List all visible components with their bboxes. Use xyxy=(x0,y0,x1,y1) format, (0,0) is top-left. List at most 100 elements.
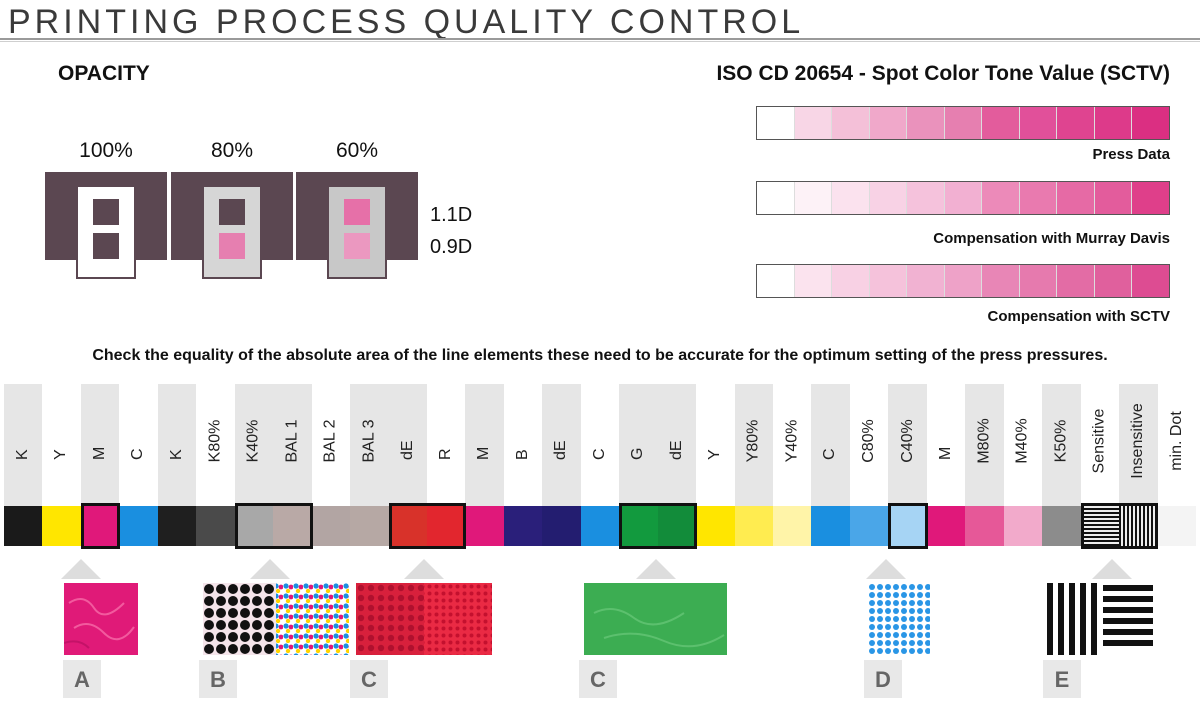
control-bar-column-bg xyxy=(273,384,313,506)
sample-pointer-a xyxy=(61,559,101,579)
sctv-tone-cell xyxy=(944,182,983,214)
control-bar-column-label-text: G xyxy=(629,447,647,460)
sample-pointer-e xyxy=(1092,559,1132,579)
control-bar-highlight-frame xyxy=(234,503,313,549)
control-bar-column-bg xyxy=(1119,384,1158,506)
sctv-tone-cell xyxy=(1019,107,1058,139)
control-bar-column-label: C80% xyxy=(850,384,888,496)
control-bar-column-label-text: M xyxy=(475,446,493,460)
control-bar-patch xyxy=(1157,506,1197,546)
sctv-tone-cell xyxy=(832,182,870,214)
sample-image-green-solid xyxy=(584,583,727,655)
halftone-dots-graphic xyxy=(203,583,349,655)
sctv-tone-cell xyxy=(944,107,983,139)
sample-pointer-b xyxy=(250,559,290,579)
sample-image-red-dots xyxy=(356,583,492,655)
control-bar-column-label: min. Dot xyxy=(1158,384,1196,496)
control-bar-column-label-text: B xyxy=(513,449,531,460)
control-bar-patch xyxy=(311,506,351,546)
sample-label-c2: C xyxy=(579,660,617,698)
control-bar-column-label-text: Sensitive xyxy=(1090,408,1108,474)
control-bar-column-label-text: C xyxy=(129,448,147,460)
sample-pointer-c1 xyxy=(404,559,444,579)
control-bar-column-label: M xyxy=(81,384,119,496)
control-bar-column-label: Y80% xyxy=(735,384,773,496)
sctv-tone-cell xyxy=(982,265,1020,297)
control-bar-column-bg xyxy=(350,384,389,506)
control-bar-column-label: K40% xyxy=(235,384,273,496)
control-bar-column-bg xyxy=(926,384,966,506)
control-bar-patch xyxy=(234,506,274,546)
control-bar-patch xyxy=(1003,506,1043,546)
control-bar-column-label: G xyxy=(619,384,657,496)
sctv-strip-label-murray-davis: Compensation with Murray Davis xyxy=(933,230,1170,247)
control-bar-patch xyxy=(426,506,466,546)
control-bar-patch xyxy=(273,506,313,546)
control-bar-column-label: dE xyxy=(658,384,696,496)
sample-label-a: A xyxy=(63,660,101,698)
control-bar-column-label: C40% xyxy=(888,384,926,496)
sctv-strip-murray-davis xyxy=(756,181,1170,215)
control-bar-patch xyxy=(119,506,159,546)
control-bar-patch xyxy=(388,506,428,546)
control-bar-patch xyxy=(503,506,543,546)
sample-label-d: D xyxy=(864,660,902,698)
sample-image-line-patterns xyxy=(1045,583,1153,655)
control-bar-highlight-frame xyxy=(619,503,698,549)
control-bar-patch xyxy=(888,506,928,546)
green-texture-graphic xyxy=(593,608,725,648)
control-bar-column-bg xyxy=(196,384,236,506)
sctv-heading: ISO CD 20654 - Spot Color Tone Value (SC… xyxy=(716,62,1170,85)
title-divider-secondary xyxy=(0,41,1200,42)
control-bar-column-label: K80% xyxy=(196,384,234,496)
sctv-tone-cell xyxy=(1057,107,1095,139)
control-bar-column-label-text: K80% xyxy=(206,419,224,463)
opacity-square-80-top xyxy=(219,199,245,225)
line-patterns-graphic xyxy=(1045,583,1153,655)
control-bar-column-label: Y xyxy=(696,384,734,496)
control-bar-column-label: dE xyxy=(389,384,427,496)
control-bar-highlight-frame xyxy=(388,503,467,549)
sctv-tone-cell xyxy=(869,107,908,139)
control-bar-patch xyxy=(42,506,82,546)
control-bar-column-label-text: M80% xyxy=(975,418,993,464)
sctv-tone-cell xyxy=(944,265,983,297)
control-bar-column-bg xyxy=(426,384,466,506)
control-bar-column-label-text: BAL 2 xyxy=(321,419,339,463)
opacity-square-60-top xyxy=(344,199,370,225)
control-bar-column-label-text: Y80% xyxy=(744,419,762,463)
sample-label-c1: C xyxy=(350,660,388,698)
control-bar-patch xyxy=(619,506,659,546)
page-title: PRINTING PROCESS QUALITY CONTROL xyxy=(8,3,805,41)
sample-pointer-d xyxy=(866,559,906,579)
control-bar-patch xyxy=(80,506,120,546)
control-bar-column-label: K xyxy=(4,384,42,496)
control-bar-patch xyxy=(734,506,774,546)
control-bar-patch xyxy=(465,506,505,546)
sctv-tone-cell xyxy=(1019,265,1058,297)
opacity-percent-100: 100% xyxy=(79,139,133,162)
sctv-tone-cell xyxy=(1132,182,1170,214)
opacity-square-80-bottom xyxy=(219,233,245,259)
sctv-tone-cell xyxy=(757,265,795,297)
sctv-strip-press-data xyxy=(756,106,1170,140)
control-bar-column-bg xyxy=(657,384,697,506)
control-bar-column-bg xyxy=(619,384,659,506)
sctv-tone-cell xyxy=(907,182,945,214)
control-bar-column-label-text: K xyxy=(14,449,31,460)
control-bar-patch xyxy=(849,506,889,546)
control-bar-column-bg xyxy=(42,384,82,506)
instruction-note: Check the equality of the absolute area … xyxy=(92,347,1108,364)
control-bar-column-bg xyxy=(542,384,582,506)
sctv-tone-cell xyxy=(982,107,1020,139)
control-bar-column-label-text: R xyxy=(436,448,454,460)
control-bar-column-label-text: M xyxy=(90,446,108,460)
sctv-tone-cell xyxy=(869,182,908,214)
opacity-square-60-bottom xyxy=(344,233,370,259)
sctv-tone-cell xyxy=(794,107,833,139)
opacity-percent-60: 60% xyxy=(335,139,379,162)
sctv-strip-label-sctv: Compensation with SCTV xyxy=(987,308,1170,325)
sample-label-b: B xyxy=(199,660,237,698)
control-bar-column-label: M xyxy=(927,384,965,496)
control-bar-column-label: C xyxy=(581,384,619,496)
